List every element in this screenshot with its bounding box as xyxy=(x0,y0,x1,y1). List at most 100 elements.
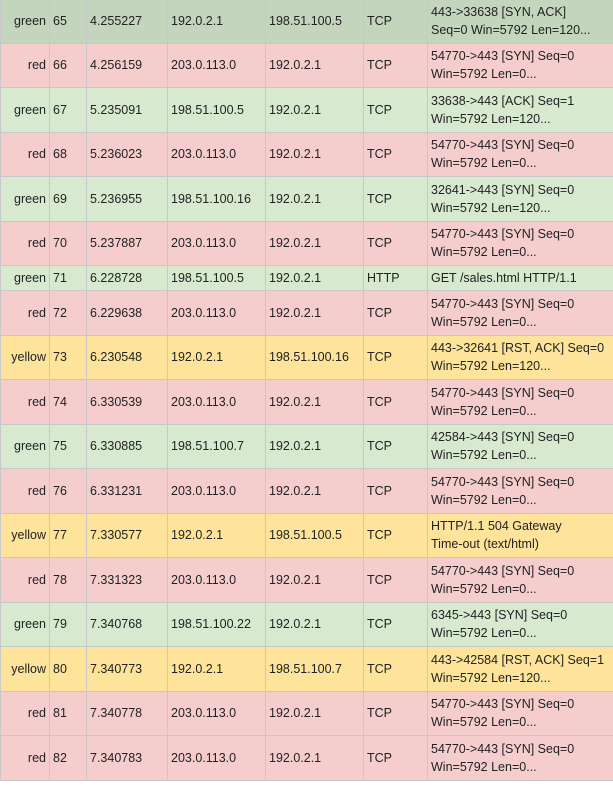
packet-color-cell: red xyxy=(0,735,50,781)
packet-destination-cell: 192.0.2.1 xyxy=(265,690,364,736)
packet-protocol-cell: TCP xyxy=(363,131,428,177)
packet-info-line: 54770->443 [SYN] Seq=0 xyxy=(431,296,575,311)
packet-info-line: Seq=0 Win=5792 Len=120... xyxy=(431,22,591,37)
packet-info-line: 443->33638 [SYN, ACK] xyxy=(431,4,567,19)
packet-color-cell: green xyxy=(0,176,50,222)
packet-source-cell: 198.51.100.5 xyxy=(167,87,266,133)
packet-time-cell: 5.236955 xyxy=(86,176,168,222)
packet-protocol-cell: TCP xyxy=(363,646,428,692)
packet-info-line: 42584->443 [SYN] Seq=0 xyxy=(431,430,575,445)
packet-row[interactable]: green 69 5.236955 198.51.100.16 192.0.2.1 TCP… xyxy=(0,176,613,222)
packet-info-line: Win=5792 Len=120... xyxy=(431,670,551,685)
packet-row[interactable]: green 67 5.235091 198.51.100.5 192.0.2.1 TCP 3… xyxy=(0,87,613,133)
packet-destination-cell: 198.51.100.5 xyxy=(265,0,364,44)
packet-row[interactable]: red 70 5.237887 203.0.113.0 192.0.2.1 TCP 5477… xyxy=(0,220,613,266)
packet-protocol-cell: TCP xyxy=(363,42,428,88)
packet-row[interactable]: red 66 4.256159 203.0.113.0 192.0.2.1 TCP 5477… xyxy=(0,42,613,88)
packet-number-cell: 74 xyxy=(49,379,87,425)
packet-time-cell: 5.237887 xyxy=(86,220,168,266)
packet-color-cell: yellow xyxy=(0,646,50,692)
packet-info-cell: 54770->443 [SYN] Seq=0 Win=5792 Len=0... xyxy=(427,690,613,736)
packet-info-line: Win=5792 Len=0... xyxy=(431,581,537,596)
packet-info-line: Win=5792 Len=120... xyxy=(431,200,551,215)
packet-info-cell: 42584->443 [SYN] Seq=0 Win=5792 Len=0... xyxy=(427,423,613,469)
packet-info-cell: GET /sales.html HTTP/1.1 xyxy=(427,265,613,291)
packet-row[interactable]: red 74 6.330539 203.0.113.0 192.0.2.1 TCP 5477… xyxy=(0,379,613,425)
packet-info-line: 6345->443 [SYN] Seq=0 xyxy=(431,608,568,623)
packet-info-line: HTTP/1.1 504 Gateway xyxy=(431,519,562,534)
packet-info-cell: 6345->443 [SYN] Seq=0 Win=5792 Len=0... xyxy=(427,601,613,647)
packet-info-line: GET /sales.html HTTP/1.1 xyxy=(431,271,577,285)
packet-number-cell: 77 xyxy=(49,512,87,558)
packet-destination-cell: 192.0.2.1 xyxy=(265,290,364,336)
packet-protocol-cell: TCP xyxy=(363,379,428,425)
packet-time-cell: 6.228728 xyxy=(86,265,168,291)
packet-row[interactable]: yellow 73 6.230548 192.0.2.1 198.51.100.16 TC… xyxy=(0,334,613,380)
packet-info-line: Win=5792 Len=0... xyxy=(431,448,537,463)
packet-source-cell: 198.51.100.16 xyxy=(167,176,266,222)
packet-number-cell: 65 xyxy=(49,0,87,44)
packet-row[interactable]: green 75 6.330885 198.51.100.7 192.0.2.1 TCP 4… xyxy=(0,423,613,469)
packet-color-cell: red xyxy=(0,290,50,336)
packet-protocol-cell: TCP xyxy=(363,176,428,222)
packet-destination-cell: 192.0.2.1 xyxy=(265,42,364,88)
packet-number-cell: 79 xyxy=(49,601,87,647)
packet-info-line: Win=5792 Len=0... xyxy=(431,314,537,329)
packet-row[interactable]: green 65 4.255227 192.0.2.1 198.51.100.5 TCP 4… xyxy=(0,0,613,44)
packet-info-cell: 443->32641 [RST, ACK] Seq=0 Win=5792 Len=… xyxy=(427,334,613,380)
packet-row[interactable]: red 82 7.340783 203.0.113.0 192.0.2.1 TCP 5477… xyxy=(0,735,613,781)
packet-info-line: 54770->443 [SYN] Seq=0 xyxy=(431,49,575,64)
packet-protocol-cell: TCP xyxy=(363,87,428,133)
packet-number-cell: 67 xyxy=(49,87,87,133)
packet-row[interactable]: red 81 7.340778 203.0.113.0 192.0.2.1 TCP 5477… xyxy=(0,690,613,736)
packet-info-line: 32641->443 [SYN] Seq=0 xyxy=(431,182,575,197)
packet-time-cell: 4.255227 xyxy=(86,0,168,44)
packet-source-cell: 198.51.100.5 xyxy=(167,265,266,291)
packet-info-cell: 443->42584 [RST, ACK] Seq=1 Win=5792 Len=… xyxy=(427,646,613,692)
packet-info-line: Win=5792 Len=0... xyxy=(431,626,537,641)
packet-row[interactable]: red 76 6.331231 203.0.113.0 192.0.2.1 TCP 5477… xyxy=(0,468,613,514)
packet-protocol-cell: TCP xyxy=(363,290,428,336)
packet-destination-cell: 198.51.100.5 xyxy=(265,512,364,558)
packet-color-cell: green xyxy=(0,601,50,647)
packet-info-line: 54770->443 [SYN] Seq=0 xyxy=(431,474,575,489)
packet-info-line: 54770->443 [SYN] Seq=0 xyxy=(431,227,575,242)
packet-time-cell: 7.330577 xyxy=(86,512,168,558)
packet-row[interactable]: yellow 80 7.340773 192.0.2.1 198.51.100.7 TCP… xyxy=(0,646,613,692)
packet-row[interactable]: green 71 6.228728 198.51.100.5 192.0.2.1 HTTP… xyxy=(0,265,613,291)
packet-info-cell: 54770->443 [SYN] Seq=0 Win=5792 Len=0... xyxy=(427,220,613,266)
packet-info-line: Win=5792 Len=0... xyxy=(431,715,537,730)
packet-info-line: Win=5792 Len=120... xyxy=(431,359,551,374)
packet-color-cell: red xyxy=(0,690,50,736)
packet-destination-cell: 192.0.2.1 xyxy=(265,423,364,469)
packet-color-cell: green xyxy=(0,87,50,133)
packet-info-cell: 54770->443 [SYN] Seq=0 Win=5792 Len=0... xyxy=(427,735,613,781)
packet-color-cell: red xyxy=(0,379,50,425)
packet-protocol-cell: TCP xyxy=(363,690,428,736)
packet-destination-cell: 192.0.2.1 xyxy=(265,265,364,291)
packet-destination-cell: 192.0.2.1 xyxy=(265,176,364,222)
packet-number-cell: 80 xyxy=(49,646,87,692)
packet-info-line: Win=5792 Len=0... xyxy=(431,759,537,774)
packet-number-cell: 82 xyxy=(49,735,87,781)
packet-info-line: 54770->443 [SYN] Seq=0 xyxy=(431,563,575,578)
packet-protocol-cell: TCP xyxy=(363,601,428,647)
packet-time-cell: 7.331323 xyxy=(86,557,168,603)
packet-source-cell: 203.0.113.0 xyxy=(167,290,266,336)
packet-info-line: Win=5792 Len=0... xyxy=(431,156,537,171)
packet-destination-cell: 192.0.2.1 xyxy=(265,601,364,647)
packet-row[interactable]: red 68 5.236023 203.0.113.0 192.0.2.1 TCP 5477… xyxy=(0,131,613,177)
packet-protocol-cell: TCP xyxy=(363,512,428,558)
packet-info-line: 54770->443 [SYN] Seq=0 xyxy=(431,741,575,756)
packet-row[interactable]: red 78 7.331323 203.0.113.0 192.0.2.1 TCP 5477… xyxy=(0,557,613,603)
packet-row[interactable]: green 79 7.340768 198.51.100.22 192.0.2.1 TCP… xyxy=(0,601,613,647)
packet-source-cell: 198.51.100.22 xyxy=(167,601,266,647)
packet-source-cell: 203.0.113.0 xyxy=(167,42,266,88)
packet-row[interactable]: red 72 6.229638 203.0.113.0 192.0.2.1 TCP 5477… xyxy=(0,290,613,336)
packet-number-cell: 75 xyxy=(49,423,87,469)
packet-source-cell: 203.0.113.0 xyxy=(167,220,266,266)
packet-time-cell: 7.340773 xyxy=(86,646,168,692)
packet-row[interactable]: yellow 77 7.330577 192.0.2.1 198.51.100.5 TCP… xyxy=(0,512,613,558)
